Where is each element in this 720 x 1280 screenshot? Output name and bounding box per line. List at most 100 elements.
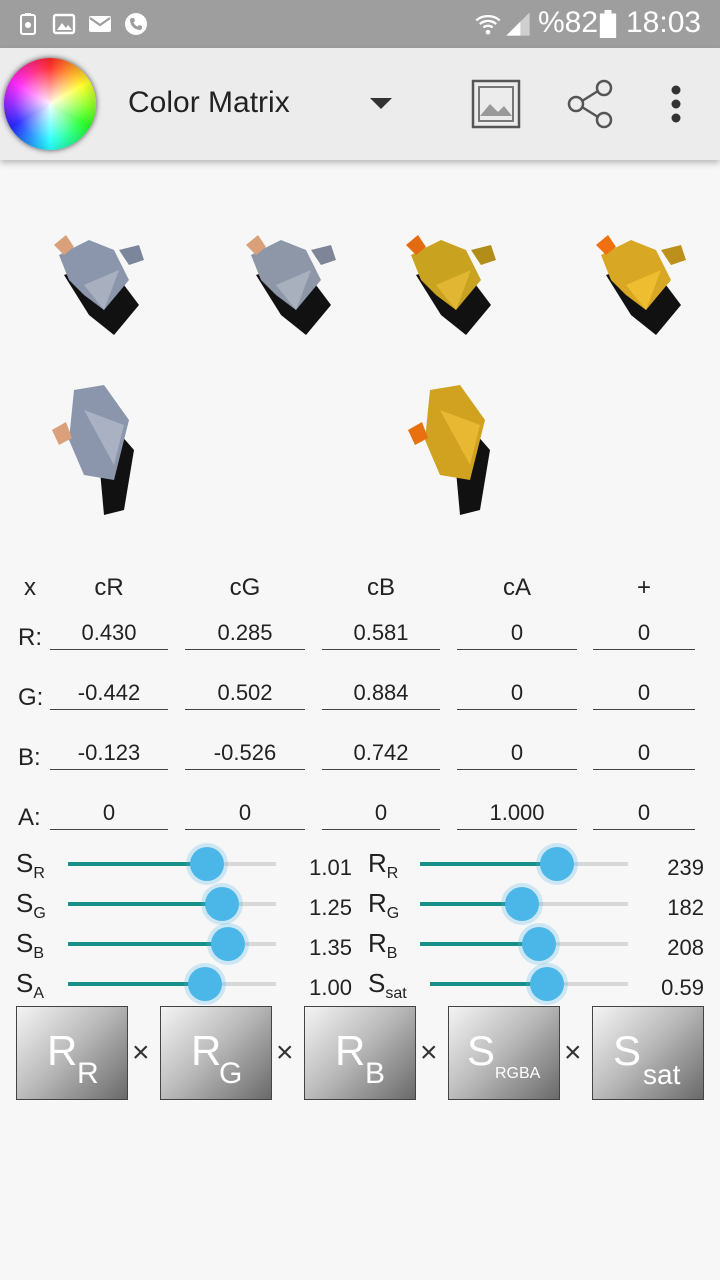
slider-SB[interactable] <box>68 927 276 961</box>
matrix-button-RG[interactable]: R G <box>160 1006 272 1100</box>
slider-thumb[interactable] <box>505 887 539 921</box>
slider-fill <box>68 942 228 946</box>
slider-fill <box>420 862 557 866</box>
slider-label-RR: RR <box>368 848 399 883</box>
matrix-cell[interactable]: 0.742 <box>322 738 440 770</box>
preview-images <box>0 200 720 530</box>
multiply-operator: × <box>420 1036 438 1069</box>
clock: 18:03 <box>626 6 702 39</box>
multiply-operator: × <box>564 1036 582 1069</box>
slider-fill <box>68 902 222 906</box>
wifi-icon <box>475 14 501 35</box>
dragon-image-6 <box>408 385 490 515</box>
matrix-cell[interactable]: -0.526 <box>185 738 305 770</box>
header-cR: cR <box>94 574 124 601</box>
matrix-cell[interactable]: 0 <box>593 618 695 650</box>
matrix-button-Ssat[interactable]: S sat <box>592 1006 704 1100</box>
slider-label-SR: SR <box>16 848 45 883</box>
mail-icon <box>89 16 111 32</box>
dropdown-arrow-icon[interactable] <box>370 98 392 109</box>
matrix-button-SRGBA[interactable]: S RGBA <box>448 1006 560 1100</box>
slider-fill <box>68 982 205 986</box>
slider-thumb[interactable] <box>190 847 224 881</box>
slider-thumb[interactable] <box>540 847 574 881</box>
slider-fill <box>420 902 522 906</box>
slider-value-SG: 1.25 <box>309 895 352 920</box>
matrix-cell[interactable]: 0 <box>457 738 577 770</box>
matrix-cell[interactable]: 0.884 <box>322 678 440 710</box>
matrix-cell[interactable]: 0.285 <box>185 618 305 650</box>
matrix-cell[interactable]: 0 <box>185 798 305 830</box>
header-cG: cG <box>229 574 261 601</box>
slider-Ssat[interactable] <box>430 967 628 1001</box>
recycle-battery-icon <box>20 13 36 35</box>
matrix-cell[interactable]: 0 <box>457 678 577 710</box>
slider-value-RG: 182 <box>667 895 704 920</box>
slider-SG[interactable] <box>68 887 276 921</box>
slider-RB[interactable] <box>420 927 628 961</box>
battery-percent: %82 <box>538 6 599 39</box>
dragon-image-original <box>54 235 144 335</box>
slider-thumb[interactable] <box>211 927 245 961</box>
header-cA: cA <box>502 574 531 601</box>
slider-label-RG: RG <box>368 888 400 923</box>
matrix-cell[interactable]: 0 <box>50 798 168 830</box>
matrix-cell[interactable]: 0 <box>322 798 440 830</box>
slider-thumb[interactable] <box>205 887 239 921</box>
matrix-cell[interactable]: 0 <box>593 678 695 710</box>
matrix-cell[interactable]: 0 <box>593 798 695 830</box>
slider-value-RR: 239 <box>667 855 704 880</box>
multiply-operator: × <box>132 1036 150 1069</box>
slider-RG[interactable] <box>420 887 628 921</box>
battery-icon <box>599 10 617 38</box>
header-offset: + <box>636 574 651 601</box>
slider-value-RB: 208 <box>667 935 704 960</box>
slider-value-SB: 1.35 <box>309 935 352 960</box>
header-cB: cB <box>366 574 395 601</box>
slider-RR[interactable] <box>420 847 628 881</box>
matrix-cell[interactable]: 0.502 <box>185 678 305 710</box>
matrix-cell[interactable]: 1.000 <box>457 798 577 830</box>
dragon-image-4 <box>596 235 686 335</box>
matrix-button-RR[interactable]: R R <box>16 1006 128 1100</box>
slider-fill <box>420 942 539 946</box>
matrix-cell[interactable]: 0 <box>593 738 695 770</box>
slider-thumb[interactable] <box>522 927 556 961</box>
slider-SR[interactable] <box>68 847 276 881</box>
signal-icon <box>506 12 530 36</box>
multiply-operator: × <box>276 1036 294 1069</box>
share-icon[interactable] <box>562 76 618 132</box>
matrix-corner-label: x <box>24 574 36 601</box>
dragon-image-5 <box>52 385 134 515</box>
slider-value-SR: 1.01 <box>309 855 352 880</box>
gallery-icon <box>52 13 76 35</box>
phone-icon <box>125 13 147 35</box>
matrix-button-RB[interactable]: R B <box>304 1006 416 1100</box>
app-bar: Color Matrix <box>0 48 720 160</box>
row-label-B: B: <box>18 744 41 771</box>
matrix-cell[interactable]: -0.442 <box>50 678 168 710</box>
slider-fill <box>68 862 207 866</box>
slider-label-Ssat: Ssat <box>368 968 407 1003</box>
overflow-menu-icon[interactable] <box>650 76 702 132</box>
status-bar: %82 18:03 <box>0 0 720 48</box>
slider-label-RB: RB <box>368 928 398 963</box>
matrix-cell[interactable]: -0.123 <box>50 738 168 770</box>
row-label-A: A: <box>18 804 41 831</box>
row-label-R: R: <box>18 624 42 651</box>
matrix-cell[interactable]: 0 <box>457 618 577 650</box>
matrix-cell[interactable]: 0.581 <box>322 618 440 650</box>
row-label-G: G: <box>18 684 44 711</box>
dragon-image-3 <box>406 235 496 335</box>
dragon-image-2 <box>246 235 336 335</box>
slider-SA[interactable] <box>68 967 276 1001</box>
color-wheel-icon[interactable] <box>4 58 96 150</box>
slider-value-SA: 1.00 <box>309 975 352 1000</box>
matrix-cell[interactable]: 0.430 <box>50 618 168 650</box>
slider-thumb[interactable] <box>188 967 222 1001</box>
app-title[interactable]: Color Matrix <box>128 86 290 119</box>
slider-label-SG: SG <box>16 888 46 923</box>
slider-label-SB: SB <box>16 928 45 963</box>
slider-thumb[interactable] <box>530 967 564 1001</box>
image-icon[interactable] <box>468 76 524 132</box>
